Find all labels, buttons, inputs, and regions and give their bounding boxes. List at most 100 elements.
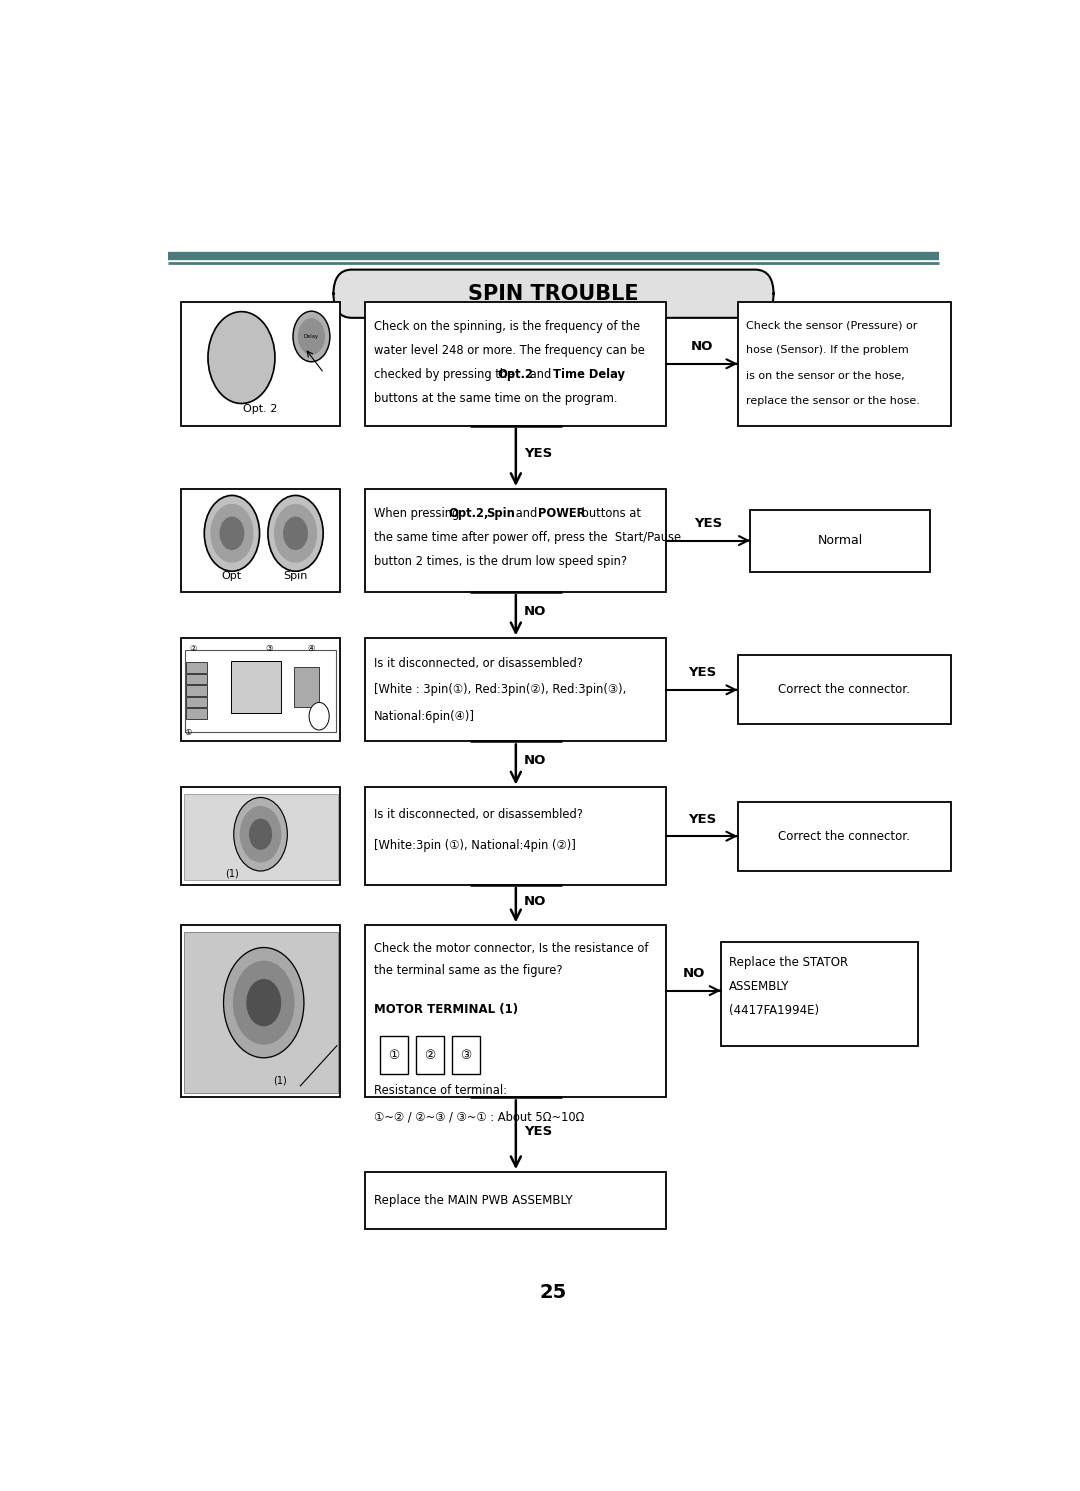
Bar — [365, 489, 666, 592]
Text: ②: ② — [424, 1048, 435, 1062]
Bar — [721, 942, 918, 1045]
Text: NO: NO — [683, 968, 705, 980]
Text: MOTOR TERMINAL (1): MOTOR TERMINAL (1) — [374, 1003, 517, 1017]
Circle shape — [220, 517, 244, 549]
Circle shape — [309, 702, 329, 731]
Text: Opt: Opt — [221, 571, 242, 581]
Text: hose (Sensor). If the problem: hose (Sensor). If the problem — [746, 346, 908, 355]
Bar — [181, 638, 340, 741]
Text: [White:3pin (①), National:4pin (②)]: [White:3pin (①), National:4pin (②)] — [374, 839, 576, 853]
Text: and: and — [526, 368, 555, 382]
Text: Is it disconnected, or disassembled?: Is it disconnected, or disassembled? — [374, 808, 582, 822]
Text: (1): (1) — [225, 868, 239, 878]
Text: ①: ① — [389, 1048, 400, 1062]
Bar — [751, 510, 930, 571]
Text: Resistance of terminal:: Resistance of terminal: — [374, 1084, 507, 1097]
Bar — [365, 1172, 666, 1230]
Bar — [181, 924, 340, 1097]
Text: SPIN TROUBLE: SPIN TROUBLE — [469, 283, 638, 304]
Text: [White : 3pin(①), Red:3pin(②), Red:3pin(③),: [White : 3pin(①), Red:3pin(②), Red:3pin(… — [374, 683, 625, 696]
Circle shape — [293, 312, 329, 362]
Text: replace the sensor or the hose.: replace the sensor or the hose. — [746, 397, 920, 406]
Bar — [738, 301, 951, 426]
Bar — [416, 1036, 444, 1074]
Text: Normal: Normal — [818, 534, 863, 547]
Text: the terminal same as the figure?: the terminal same as the figure? — [374, 965, 562, 977]
Text: ③: ③ — [460, 1048, 472, 1062]
Bar — [186, 674, 207, 684]
Text: Opt.2,: Opt.2, — [448, 507, 488, 520]
Text: is on the sensor or the hose,: is on the sensor or the hose, — [746, 371, 905, 380]
Text: YES: YES — [524, 447, 553, 461]
Text: Replace the STATOR: Replace the STATOR — [729, 956, 849, 969]
Text: Correct the connector.: Correct the connector. — [779, 829, 910, 842]
Text: Check on the spinning, is the frequency of the: Check on the spinning, is the frequency … — [374, 321, 639, 332]
Text: Replace the MAIN PWB ASSEMBLY: Replace the MAIN PWB ASSEMBLY — [374, 1194, 572, 1208]
Text: YES: YES — [688, 666, 716, 680]
Circle shape — [224, 332, 260, 383]
Text: ①: ① — [184, 728, 191, 737]
Bar — [294, 666, 320, 707]
Text: and: and — [512, 507, 540, 520]
Text: button 2 times, is the drum low speed spin?: button 2 times, is the drum low speed sp… — [374, 556, 626, 568]
Circle shape — [211, 504, 253, 562]
Text: ④: ④ — [307, 644, 314, 653]
Text: (4417FA1994E): (4417FA1994E) — [729, 1005, 820, 1017]
Text: (1): (1) — [273, 1077, 286, 1085]
Bar — [453, 1036, 480, 1074]
Circle shape — [208, 312, 275, 404]
Text: ASSEMBLY: ASSEMBLY — [729, 980, 789, 993]
Circle shape — [233, 962, 294, 1044]
Text: When pressing: When pressing — [374, 507, 462, 520]
Text: 25: 25 — [540, 1284, 567, 1302]
Bar — [738, 802, 951, 871]
Text: ①~② / ②~③ / ③~① : About 5Ω~10Ω: ①~② / ②~③ / ③~① : About 5Ω~10Ω — [374, 1111, 584, 1123]
Bar — [365, 301, 666, 426]
Text: YES: YES — [694, 517, 723, 531]
Circle shape — [241, 807, 281, 862]
Bar — [186, 650, 336, 732]
Text: Spin: Spin — [486, 507, 515, 520]
Bar — [231, 661, 282, 713]
Text: Opt.2: Opt.2 — [498, 368, 534, 382]
Text: NO: NO — [524, 605, 546, 619]
Text: National:6pin(④)]: National:6pin(④)] — [374, 710, 474, 723]
Text: YES: YES — [524, 1124, 553, 1138]
Text: Spin: Spin — [283, 571, 308, 581]
Text: Check the motor connector, Is the resistance of: Check the motor connector, Is the resist… — [374, 942, 648, 956]
Bar — [181, 787, 340, 886]
Text: YES: YES — [688, 813, 716, 826]
Circle shape — [247, 980, 281, 1026]
Bar — [186, 708, 207, 719]
Text: Check the sensor (Pressure) or: Check the sensor (Pressure) or — [746, 321, 917, 330]
Text: NO: NO — [691, 340, 713, 353]
Circle shape — [204, 495, 259, 571]
Circle shape — [284, 517, 307, 549]
Circle shape — [249, 820, 271, 850]
Bar — [184, 932, 338, 1093]
Bar — [365, 787, 666, 886]
Text: ③: ③ — [266, 644, 272, 653]
Bar — [186, 696, 207, 707]
Text: Opt. 2: Opt. 2 — [243, 404, 278, 414]
Bar — [181, 301, 340, 426]
Circle shape — [298, 319, 324, 355]
Bar — [181, 489, 340, 592]
Text: the same time after power off, press the  Start/Pause: the same time after power off, press the… — [374, 531, 680, 544]
Bar — [738, 656, 951, 725]
Text: ②: ② — [190, 644, 198, 653]
Text: water level 248 or more. The frequency can be: water level 248 or more. The frequency c… — [374, 344, 645, 358]
Text: Time Delay: Time Delay — [553, 368, 624, 382]
Circle shape — [233, 798, 287, 871]
Text: NO: NO — [524, 895, 546, 908]
Text: POWER: POWER — [539, 507, 585, 520]
Text: buttons at the same time on the program.: buttons at the same time on the program. — [374, 392, 617, 406]
Bar — [365, 638, 666, 741]
Circle shape — [213, 319, 270, 397]
Circle shape — [268, 495, 323, 571]
Circle shape — [274, 504, 316, 562]
Bar — [184, 795, 338, 880]
Bar — [186, 686, 207, 695]
Text: Correct the connector.: Correct the connector. — [779, 683, 910, 696]
Text: Is it disconnected, or disassembled?: Is it disconnected, or disassembled? — [374, 656, 582, 669]
